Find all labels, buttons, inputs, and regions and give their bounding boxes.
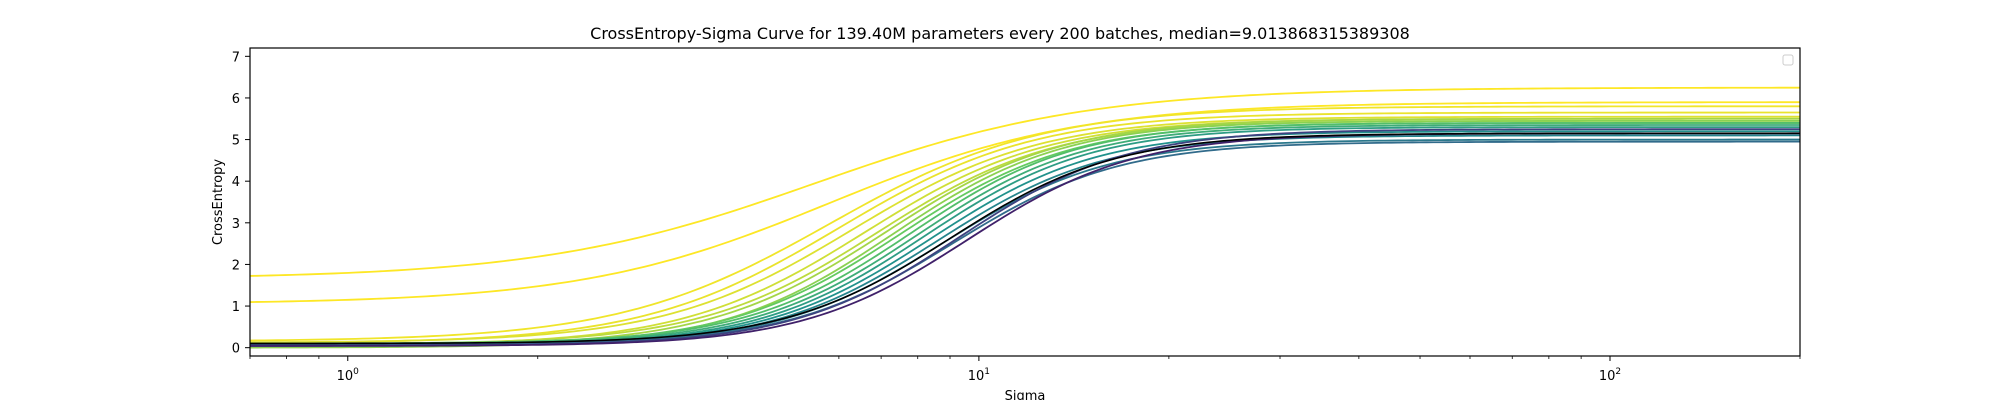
x-axis: 100 101 102 [249, 356, 1801, 384]
series-layer [250, 86, 1800, 349]
y-tick-label: 2 [232, 258, 240, 273]
y-tick-label: 5 [232, 134, 240, 149]
x-tick-label: 101 [968, 367, 990, 384]
y-tick-label: 4 [232, 175, 240, 190]
series-curve-5 [250, 115, 1800, 344]
median-curve [250, 132, 1800, 345]
x-tick-label-base: 10 [1599, 369, 1616, 384]
series-curve-2 [250, 101, 1800, 303]
y-axis-label: CrossEntropy [211, 159, 226, 245]
x-tick-label-exponent: 1 [984, 367, 990, 377]
legend-box[interactable] [1782, 54, 1794, 66]
x-tick-label: 102 [1599, 367, 1621, 384]
y-tick-label: 7 [232, 50, 240, 65]
x-tick-label-base: 10 [337, 369, 354, 384]
x-tick-label-exponent: 2 [1615, 367, 1621, 377]
series-curve-3 [250, 105, 1800, 342]
chart-title: CrossEntropy-Sigma Curve for 139.40M par… [590, 24, 1410, 43]
x-tick-label-base: 10 [968, 369, 985, 384]
x-tick-label: 100 [337, 367, 360, 384]
y-tick-label: 6 [232, 92, 240, 107]
y-tick-label: 0 [232, 342, 240, 357]
series-curve-4 [250, 111, 1800, 344]
plot-frame [249, 47, 1801, 357]
x-tick-label-exponent: 0 [353, 367, 359, 377]
series-curve-1 [250, 86, 1800, 277]
y-tick-label: 1 [232, 300, 240, 315]
x-axis-label: Sigma [1005, 389, 1046, 400]
y-axis: 0 1 2 3 4 5 6 7 [232, 50, 250, 357]
y-tick-label: 3 [232, 217, 240, 232]
